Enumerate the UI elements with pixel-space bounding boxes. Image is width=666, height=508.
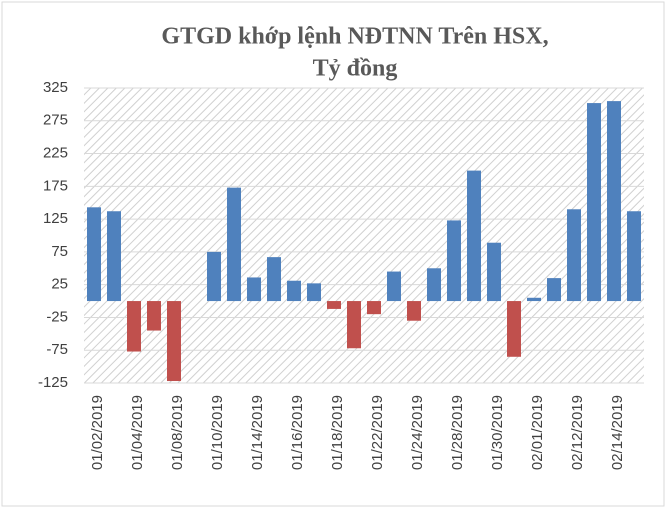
bar [387, 271, 401, 302]
x-tick-label: 01/02/2019 [89, 395, 106, 470]
bar [167, 301, 181, 382]
bar [447, 220, 461, 302]
bar [427, 268, 441, 302]
y-tick-label: -125 [38, 374, 68, 391]
bar [367, 301, 381, 315]
bar [347, 301, 361, 349]
bar [227, 187, 241, 302]
bar [587, 103, 601, 302]
bar [287, 280, 301, 302]
y-tick-label: 125 [43, 210, 68, 227]
x-tick-label: 01/08/2019 [169, 395, 186, 470]
bar [487, 242, 501, 302]
bar [107, 211, 121, 302]
bar [627, 211, 641, 302]
x-tick-label: 01/24/2019 [409, 395, 426, 470]
bar [407, 301, 421, 321]
bar [607, 101, 621, 302]
x-tick-label: 01/14/2019 [249, 395, 266, 470]
x-tick-label: 02/14/2019 [609, 395, 626, 470]
x-tick-label: 01/28/2019 [449, 395, 466, 470]
bar [567, 209, 581, 302]
chart-title: GTGD khớp lệnh NĐTNN Trên HSX, [161, 24, 548, 50]
chart-title: Tỷ đồng [313, 56, 398, 82]
y-tick-label: -75 [46, 341, 68, 358]
y-tick-label: 25 [51, 276, 68, 293]
y-tick-label: 175 [43, 177, 68, 194]
x-tick-label: 02/01/2019 [529, 395, 546, 470]
x-tick-label: 01/10/2019 [209, 395, 226, 470]
y-tick-label: 325 [43, 79, 68, 96]
bar [307, 283, 321, 302]
bar [527, 297, 541, 302]
x-tick-label: 01/18/2019 [329, 395, 346, 470]
bar [87, 207, 101, 302]
bar [247, 277, 261, 302]
y-tick-label: -25 [46, 308, 68, 325]
x-tick-label: 01/16/2019 [289, 395, 306, 470]
x-tick-label: 02/12/2019 [569, 395, 586, 470]
bar [327, 301, 341, 309]
x-tick-label: 01/04/2019 [129, 395, 146, 470]
bar [147, 301, 161, 331]
x-tick-label: 01/30/2019 [489, 395, 506, 470]
bar [507, 301, 521, 357]
y-tick-label: 275 [43, 112, 68, 129]
bar [207, 251, 221, 302]
x-tick-label: 01/22/2019 [369, 395, 386, 470]
bar [267, 257, 281, 302]
bar [467, 170, 481, 302]
y-tick-label: 75 [51, 243, 68, 260]
y-tick-label: 225 [43, 145, 68, 162]
bar [127, 301, 141, 352]
bar [547, 278, 561, 302]
